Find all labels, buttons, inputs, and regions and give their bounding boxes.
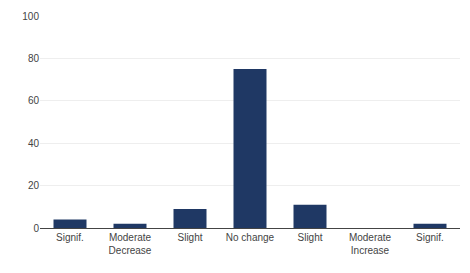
svg-text:ModerateIncrease: ModerateIncrease [349, 232, 392, 256]
svg-text:20: 20 [28, 180, 40, 191]
svg-text:Signif.: Signif. [416, 232, 444, 243]
svg-text:60: 60 [28, 95, 40, 106]
svg-text:100: 100 [22, 11, 39, 22]
svg-text:ModerateDecrease: ModerateDecrease [109, 232, 152, 256]
svg-text:0: 0 [33, 223, 39, 234]
svg-text:80: 80 [28, 53, 40, 64]
svg-text:No change: No change [226, 232, 275, 243]
svg-text:40: 40 [28, 138, 40, 149]
svg-text:Signif.: Signif. [56, 232, 84, 243]
svg-text:Slight: Slight [177, 232, 202, 243]
svg-text:Slight: Slight [297, 232, 322, 243]
